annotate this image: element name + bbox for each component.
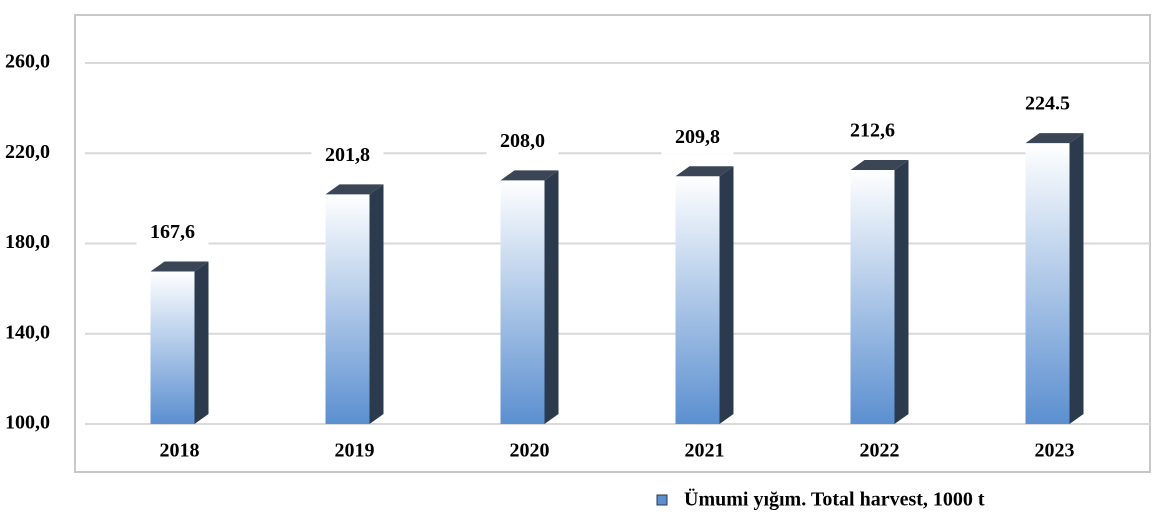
x-tick-label: 2021 — [685, 440, 725, 462]
x-tick-label: 2018 — [160, 440, 200, 462]
y-tick-label: 180,0 — [5, 231, 50, 253]
bar — [501, 180, 545, 424]
bar-side — [370, 184, 384, 424]
value-label: 224.5 — [1025, 93, 1070, 115]
legend-swatch — [657, 495, 667, 505]
bar — [326, 194, 370, 424]
value-label: 208,0 — [500, 130, 545, 152]
bar — [1026, 143, 1070, 424]
y-tick-label: 220,0 — [5, 141, 50, 163]
bar — [851, 170, 895, 424]
bar — [151, 272, 195, 424]
value-label: 167,6 — [150, 221, 195, 243]
x-tick-label: 2019 — [335, 440, 375, 462]
legend-label: Ümumi yığım. Total harvest, 1000 t — [684, 488, 985, 511]
x-tick-label: 2023 — [1035, 440, 1075, 462]
x-tick-label: 2020 — [510, 440, 550, 462]
bar-side — [1070, 133, 1084, 424]
x-tick-label: 2022 — [860, 440, 900, 462]
y-tick-label: 100,0 — [5, 412, 50, 434]
bar-side — [895, 160, 909, 424]
value-label: 209,8 — [675, 126, 720, 148]
y-tick-label: 140,0 — [5, 321, 50, 343]
bar — [676, 176, 720, 424]
y-tick-label: 260,0 — [5, 51, 50, 73]
bar-side — [545, 170, 559, 424]
chart: 100,0 140,0 180,0 220,0 260,0 2018 167,6 2019 20… — [0, 0, 1154, 516]
bar-side — [195, 262, 209, 424]
bar-side — [720, 166, 734, 424]
value-label: 201,8 — [325, 144, 370, 166]
value-label: 212,6 — [850, 120, 895, 142]
